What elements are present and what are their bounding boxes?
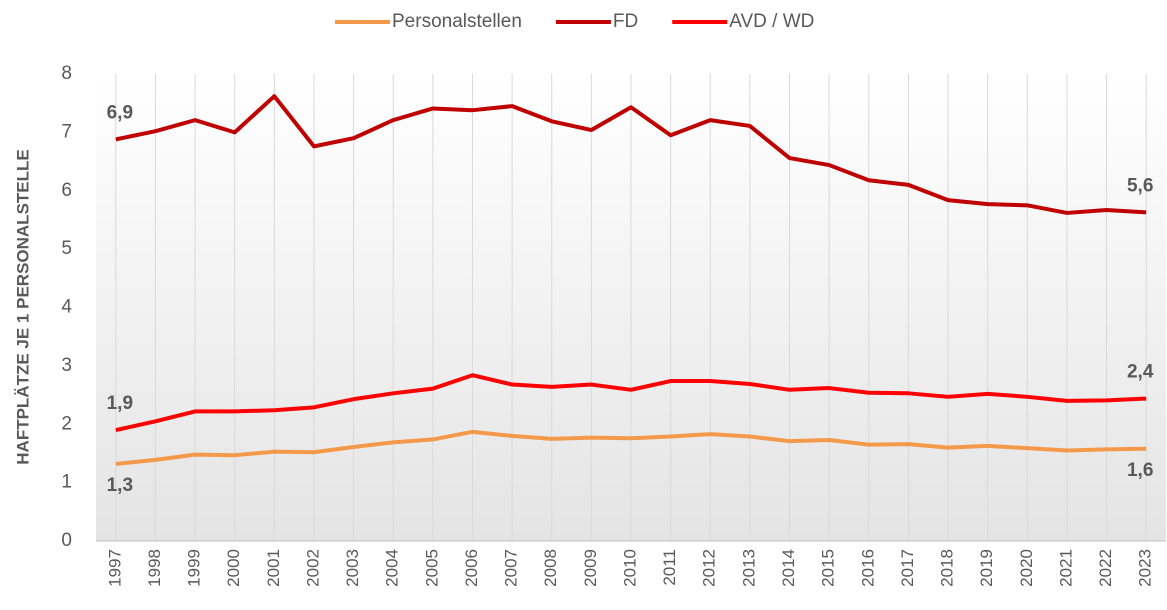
x-tick-label: 2000 [224, 549, 243, 587]
x-tick-label: 2022 [1096, 549, 1115, 587]
x-tick-label: 2015 [819, 549, 838, 587]
x-tick-label: 2001 [264, 549, 283, 587]
x-tick-label: 2005 [422, 549, 441, 587]
legend-label: FD [613, 11, 638, 32]
x-tick-label: 2009 [581, 549, 600, 587]
x-tick-label: 2018 [938, 549, 957, 587]
y-tick-label: 7 [61, 121, 72, 142]
x-tick-label: 2003 [343, 549, 362, 587]
x-tick-label: 2010 [620, 549, 639, 587]
x-tick-label: 2012 [700, 549, 719, 587]
y-tick-label: 5 [61, 238, 72, 259]
x-tick-label: 2021 [1056, 549, 1075, 587]
y-tick-label: 6 [61, 180, 72, 201]
x-tick-label: 1997 [105, 549, 124, 587]
x-tick-label: 1999 [185, 549, 204, 587]
x-tick-label: 2016 [858, 549, 877, 587]
x-tick-label: 2013 [739, 549, 758, 587]
legend-label: Personalstellen [392, 11, 522, 32]
x-tick-label: 2020 [1017, 549, 1036, 587]
x-tick-label: 2006 [462, 549, 481, 587]
data-label: 1,3 [107, 475, 133, 496]
x-tick-label: 2007 [502, 549, 521, 587]
y-tick-label: 3 [61, 355, 72, 376]
x-tick-label: 2019 [977, 549, 996, 587]
y-tick-label: 8 [61, 63, 72, 84]
y-axis-label: HAFTPLÄTZE JE 1 PERSONALSTELLE [13, 149, 32, 464]
legend-label: AVD / WD [729, 11, 814, 32]
data-label: 1,6 [1127, 460, 1153, 481]
data-label: 2,4 [1127, 362, 1154, 383]
x-tick-label: 2014 [779, 549, 798, 587]
y-tick-label: 2 [61, 413, 72, 434]
y-tick-label: 4 [61, 297, 72, 318]
data-label: 5,6 [1127, 175, 1153, 196]
line-series [115, 94, 1147, 215]
x-tick-label: 2023 [1136, 549, 1155, 587]
x-tick-label: 2008 [541, 549, 560, 587]
x-tick-label: 2004 [383, 549, 402, 587]
line-series [115, 373, 1147, 433]
x-tick-label: 2011 [660, 549, 679, 586]
y-tick-label: 1 [61, 472, 72, 493]
data-label: 6,9 [107, 102, 133, 123]
line-series [115, 429, 1147, 466]
x-tick-label: 2002 [303, 549, 322, 587]
data-label: 1,9 [107, 393, 133, 414]
x-tick-label: 1998 [145, 549, 164, 587]
x-tick-label: 2017 [898, 549, 917, 587]
y-tick-label: 0 [61, 530, 72, 551]
